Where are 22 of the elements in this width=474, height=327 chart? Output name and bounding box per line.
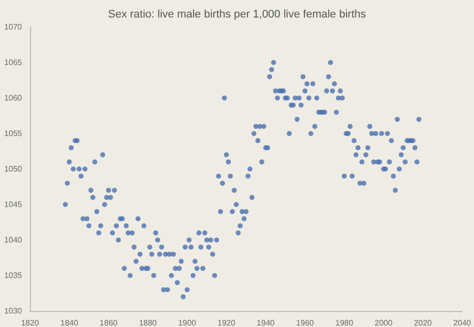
chart-title: Sex ratio: live male births per 1,000 live female births xyxy=(108,8,366,20)
y-tick-label: 1045 xyxy=(4,200,23,209)
y-tick-label: 1040 xyxy=(4,236,23,244)
x-tick-label: 1840 xyxy=(60,318,79,327)
y-tick-label: 1035 xyxy=(4,271,23,280)
x-tick-label: 1980 xyxy=(335,318,354,327)
y-tick-label: 1070 xyxy=(4,22,23,32)
y-tick-label: 1030 xyxy=(4,306,23,316)
x-tick-label: 1940 xyxy=(256,318,276,327)
y-tick-label: 1050 xyxy=(4,164,23,174)
x-tick-label: 1880 xyxy=(138,318,158,327)
x-tick-label: 1960 xyxy=(296,318,314,327)
y-tick-label: 1065 xyxy=(4,58,23,67)
x-tick-label: 1820 xyxy=(21,318,40,327)
x-tick-label: 1860 xyxy=(100,318,118,327)
y-tick-label: 1055 xyxy=(4,129,23,138)
x-tick-label: 2000 xyxy=(374,318,393,327)
x-tick-label: 2040 xyxy=(453,318,472,327)
x-tick-label: 1900 xyxy=(178,318,197,327)
y-tick-label: 1060 xyxy=(4,94,23,102)
x-tick-label: 1920 xyxy=(218,318,236,327)
x-tick-label: 2020 xyxy=(414,318,432,327)
